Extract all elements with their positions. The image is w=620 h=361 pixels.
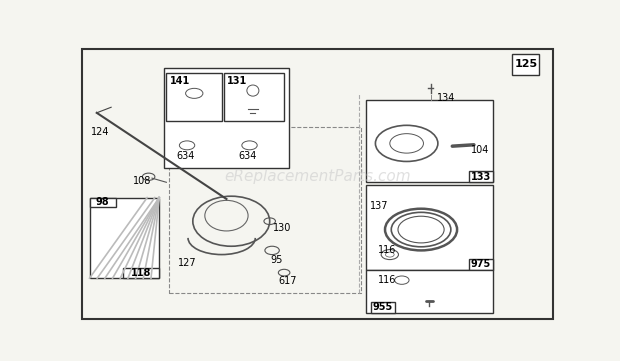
Bar <box>366 270 493 313</box>
Text: 116: 116 <box>378 245 396 256</box>
Bar <box>371 302 395 313</box>
Text: 108: 108 <box>133 176 151 186</box>
Bar <box>366 100 493 182</box>
Bar <box>89 197 116 207</box>
Bar <box>89 197 159 278</box>
Text: 118: 118 <box>131 269 151 278</box>
Text: 955: 955 <box>373 303 392 312</box>
Text: 124: 124 <box>91 127 110 137</box>
Bar <box>123 269 159 278</box>
Text: 98: 98 <box>95 197 109 207</box>
Text: 116: 116 <box>378 275 396 285</box>
Text: 634: 634 <box>239 151 257 161</box>
Text: 134: 134 <box>437 92 455 103</box>
Text: 104: 104 <box>471 145 489 155</box>
Text: 130: 130 <box>273 223 291 233</box>
Bar <box>164 68 289 168</box>
Bar <box>512 55 539 75</box>
Text: 634: 634 <box>176 151 195 161</box>
Text: 127: 127 <box>178 258 197 268</box>
Bar <box>169 127 361 293</box>
Bar <box>224 73 284 121</box>
Text: eReplacementParts.com: eReplacementParts.com <box>224 169 411 184</box>
Bar <box>166 73 222 121</box>
Bar <box>469 171 493 182</box>
Text: 125: 125 <box>514 59 538 69</box>
Text: 133: 133 <box>471 172 491 182</box>
Text: 975: 975 <box>471 259 491 269</box>
Text: 137: 137 <box>370 201 388 211</box>
Bar <box>366 185 493 270</box>
Text: 141: 141 <box>170 75 190 86</box>
Text: 131: 131 <box>228 75 247 86</box>
Bar <box>469 259 493 270</box>
Text: 617: 617 <box>278 276 297 286</box>
Text: 95: 95 <box>271 255 283 265</box>
